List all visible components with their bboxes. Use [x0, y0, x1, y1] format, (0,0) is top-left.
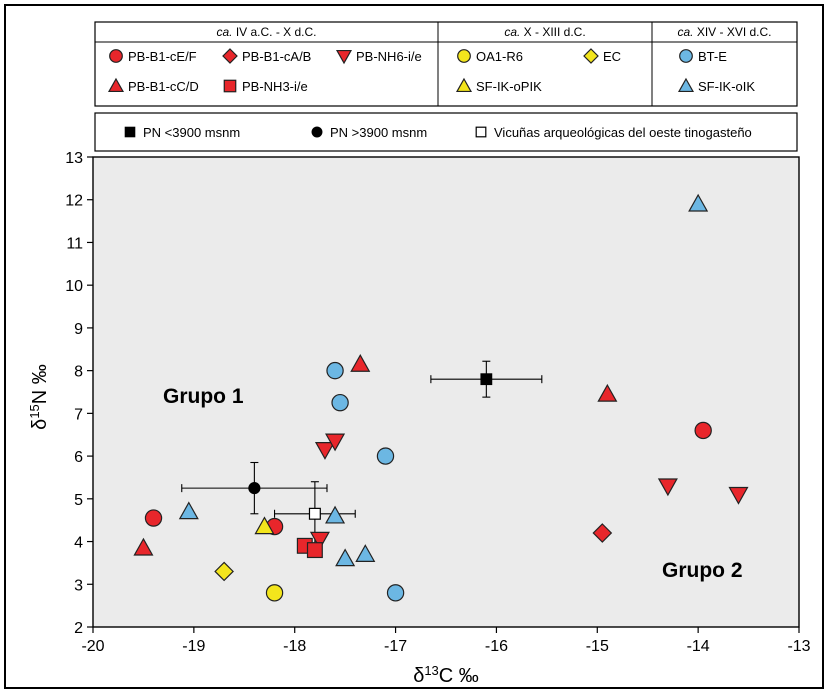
data-point-triangle-down	[309, 531, 330, 550]
legend-label: PB-NH6-i/e	[356, 49, 422, 64]
reference-legend-marker	[124, 126, 136, 138]
data-point-triangle-up	[688, 193, 709, 212]
data-point-circle	[694, 421, 712, 440]
data-point-diamond	[592, 523, 613, 543]
legend-marker-triangle-down	[335, 49, 353, 65]
x-tick-label: -15	[586, 638, 609, 655]
legend-label: PB-NH3-i/e	[242, 79, 308, 94]
legend-marker-triangle-up	[107, 77, 125, 93]
period-heading: ca. X - XIII d.C.	[504, 25, 585, 39]
plot-background	[92, 156, 800, 628]
data-point-diamond	[214, 561, 234, 582]
y-tick-label: 6	[74, 449, 83, 466]
data-point-triangle-down	[314, 442, 335, 460]
y-tick-label: 13	[65, 150, 83, 167]
x-tick-label: -18	[283, 638, 306, 655]
reference-point	[308, 507, 321, 520]
reference-legend-label: Vicuñas arqueológicas del oeste tinogast…	[494, 125, 752, 140]
y-tick-label: 7	[74, 406, 83, 423]
data-point-circle	[265, 584, 284, 602]
x-tick-label: -19	[182, 638, 205, 655]
data-point-circle	[144, 509, 163, 527]
y-tick-label: 2	[74, 620, 83, 637]
legend: ca. IV a.C. - X d.C. ca. X - XIII d.C. ca.…	[94, 21, 798, 152]
x-axis-title: δ13C ‰	[413, 663, 479, 688]
reference-legend-label: PN >3900 msnm	[330, 125, 427, 140]
data-point-triangle-down	[325, 433, 346, 452]
y-tick-label: 4	[74, 535, 83, 552]
reference-legend-label: PN <3900 msnm	[143, 125, 240, 140]
y-tick-label: 5	[74, 492, 83, 509]
x-tick-label: -17	[384, 638, 407, 655]
x-tick-label: -20	[81, 638, 104, 655]
data-point-triangle-up	[597, 383, 618, 402]
reference-legend-box	[94, 112, 798, 152]
y-tick-label: 11	[66, 235, 83, 252]
legend-marker-triangle-up	[677, 77, 695, 93]
data-point-triangle-up	[254, 516, 275, 535]
data-point-circle	[331, 393, 349, 412]
period-heading: ca. XIV - XVI d.C.	[677, 25, 771, 39]
y-axis-title: δ15N ‰	[27, 364, 52, 430]
period-heading: ca. IV a.C. - X d.C.	[216, 25, 316, 39]
legend-label: SF-IK-oPIK	[476, 79, 542, 94]
data-point-triangle-down	[657, 478, 678, 497]
legend-label: EC	[603, 49, 621, 64]
legend-label: PB-B1-cE/F	[128, 49, 197, 64]
data-point-circle	[326, 361, 344, 380]
y-tick-label: 8	[74, 364, 83, 381]
reference-point	[480, 373, 493, 386]
legend-label: PB-B1-cC/D	[128, 79, 199, 94]
data-point-triangle-up	[178, 501, 199, 520]
legend-marker-circle	[679, 49, 693, 63]
legend-marker-circle	[457, 49, 471, 63]
y-tick-label: 12	[65, 193, 83, 210]
data-point-triangle-up	[325, 505, 346, 524]
legend-marker-diamond	[583, 48, 599, 64]
legend-marker-diamond	[222, 48, 238, 64]
reference-point	[248, 482, 261, 495]
legend-marker-circle	[109, 49, 123, 63]
x-tick-label: -14	[687, 638, 710, 655]
plot-area: -20 -19 -18 -17 -16 -15 -14 -13 2 3 4 5 6 7 8 9 10 11 12 13…	[27, 150, 811, 687]
x-tick-label: -16	[485, 638, 508, 655]
y-tick-label: 3	[74, 577, 83, 594]
data-point-square	[306, 542, 323, 559]
data-point-triangle-up	[133, 537, 154, 556]
data-point-triangle-up	[355, 544, 376, 562]
data-point-triangle-down	[728, 486, 749, 505]
reference-legend-marker	[475, 126, 487, 138]
data-point-triangle-up	[335, 548, 356, 567]
legend-label: PB-B1-cA/B	[242, 49, 311, 64]
annotation-grupo-1: Grupo 1	[163, 385, 244, 408]
legend-label: BT-E	[698, 49, 727, 64]
x-tick-label: -13	[787, 638, 810, 655]
y-tick-label: 10	[65, 278, 83, 295]
legend-label: OA1-R6	[476, 49, 523, 64]
legend-marker-square	[223, 79, 237, 93]
legend-label: SF-IK-oIK	[698, 79, 755, 94]
annotation-grupo-2: Grupo 2	[662, 559, 743, 582]
data-point-triangle-up	[350, 354, 371, 372]
reference-legend-marker	[311, 126, 323, 138]
data-point-circle	[386, 584, 405, 602]
y-tick-label: 9	[74, 321, 83, 338]
data-point-circle	[376, 447, 395, 465]
legend-marker-triangle-up	[455, 77, 473, 93]
